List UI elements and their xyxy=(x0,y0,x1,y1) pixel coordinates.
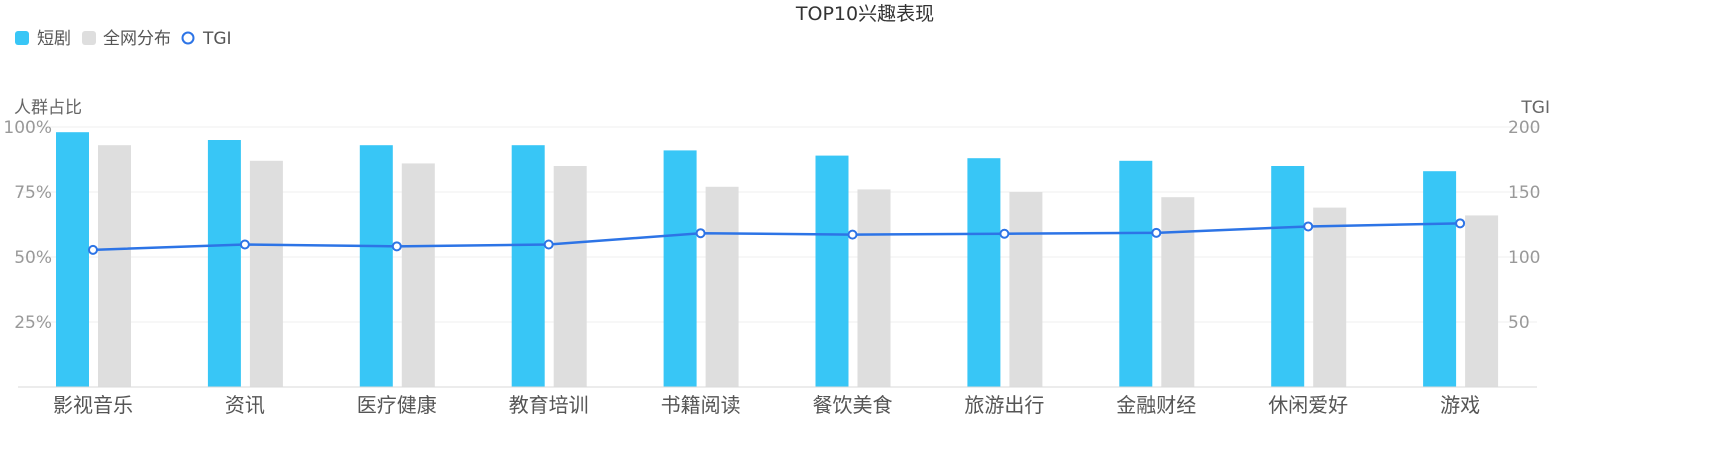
bar-series-1-5 xyxy=(857,189,891,387)
y-left-tick-0: 25% xyxy=(14,313,52,333)
y-right-tick-1: 100 xyxy=(1508,248,1540,268)
y-left-axis-label: 人群占比 xyxy=(14,98,82,118)
x-tick-4: 书籍阅读 xyxy=(661,393,741,417)
bars xyxy=(56,132,1499,387)
y-right-tick-3: 200 xyxy=(1508,118,1540,138)
bar-series-1-0 xyxy=(98,145,131,387)
legend-item-series-1[interactable]: 全网分布 xyxy=(82,29,171,49)
x-category-labels: 影视音乐 资讯 医疗健康 教育培训 书籍阅读 餐饮美食 旅游出行 金融财经 休闲爱好 游戏 xyxy=(53,393,1480,417)
x-tick-0: 影视音乐 xyxy=(53,393,133,417)
bar-series-0-2 xyxy=(359,145,393,387)
x-tick-7: 金融财经 xyxy=(1116,393,1196,417)
bar-series-0-7 xyxy=(1119,160,1153,387)
y-right-tick-0: 50 xyxy=(1508,313,1530,333)
bar-series-0-5 xyxy=(815,155,849,387)
tgi-point-6 xyxy=(999,228,1010,239)
x-tick-6: 旅游出行 xyxy=(964,393,1044,417)
tgi-point-4 xyxy=(695,228,706,239)
bar-series-0-1 xyxy=(207,140,241,387)
x-tick-1: 资讯 xyxy=(225,393,265,417)
bar-series-1-8 xyxy=(1313,207,1347,387)
legend-item-series-2[interactable]: TGI xyxy=(181,29,232,49)
legend-swatch-series-1 xyxy=(82,31,96,45)
y-left-tick-3: 100% xyxy=(3,118,52,138)
chart-title: TOP10兴趣表现 xyxy=(795,3,934,25)
bar-series-1-6 xyxy=(1009,192,1043,387)
legend-label-series-2: TGI xyxy=(202,29,232,49)
tgi-point-5 xyxy=(847,229,858,240)
tgi-point-1 xyxy=(239,239,250,250)
tgi-point-9 xyxy=(1455,218,1466,229)
y-left-tick-2: 75% xyxy=(14,183,52,203)
bar-series-0-4 xyxy=(663,150,697,387)
x-tick-9: 游戏 xyxy=(1440,393,1480,417)
x-tick-5: 餐饮美食 xyxy=(813,393,893,417)
tgi-point-2 xyxy=(391,241,402,252)
bar-series-0-0 xyxy=(56,132,89,387)
bar-series-1-7 xyxy=(1161,197,1195,387)
bar-series-0-6 xyxy=(967,158,1001,387)
tgi-point-7 xyxy=(1151,227,1162,238)
bar-series-1-4 xyxy=(705,186,739,387)
legend-swatch-series-0 xyxy=(15,31,29,45)
tgi-line xyxy=(92,222,1461,252)
bar-series-0-9 xyxy=(1423,171,1457,387)
y-right-tick-labels: 50 100 150 200 xyxy=(1508,118,1540,333)
bar-series-1-1 xyxy=(249,160,283,387)
y-left-tick-labels: 25% 50% 75% 100% xyxy=(3,118,52,333)
bar-series-1-2 xyxy=(401,163,435,387)
legend: 短剧 全网分布 TGI xyxy=(15,29,232,49)
legend-item-series-0[interactable]: 短剧 xyxy=(15,29,71,49)
bar-series-0-3 xyxy=(511,145,545,387)
y-right-tick-2: 150 xyxy=(1508,183,1540,203)
bar-series-0-8 xyxy=(1271,166,1305,387)
legend-label-series-1: 全网分布 xyxy=(103,29,171,49)
tgi-point-3 xyxy=(543,239,554,250)
y-left-tick-1: 50% xyxy=(14,248,52,268)
legend-marker-series-2 xyxy=(181,31,195,45)
bar-series-1-3 xyxy=(553,166,587,387)
tgi-point-8 xyxy=(1303,221,1314,232)
bar-series-1-9 xyxy=(1465,215,1499,387)
x-tick-8: 休闲爱好 xyxy=(1268,393,1348,417)
x-tick-2: 医疗健康 xyxy=(357,393,437,417)
y-right-axis-label: TGI xyxy=(1520,98,1550,118)
tgi-line-series xyxy=(88,218,1466,255)
legend-label-series-0: 短剧 xyxy=(37,29,71,49)
x-tick-3: 教育培训 xyxy=(509,393,589,417)
tgi-point-0 xyxy=(88,244,98,255)
